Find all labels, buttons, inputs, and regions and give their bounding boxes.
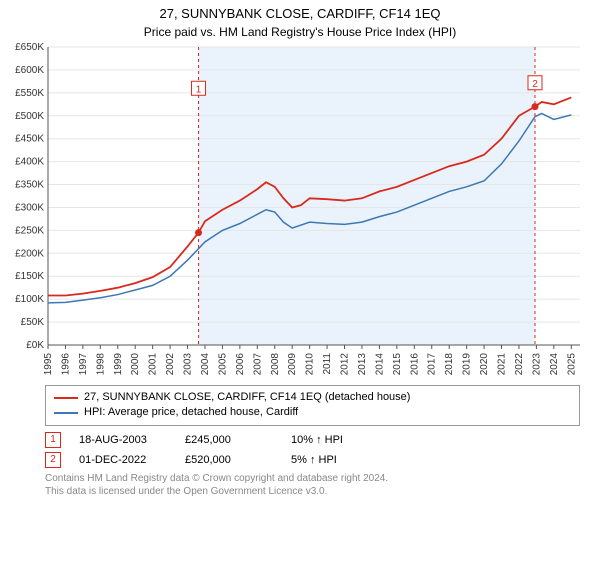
legend-label: 27, SUNNYBANK CLOSE, CARDIFF, CF14 1EQ (…: [84, 390, 410, 405]
svg-text:2002: 2002: [165, 352, 176, 375]
svg-text:2004: 2004: [200, 352, 211, 375]
svg-text:2009: 2009: [287, 352, 298, 375]
marker-delta: 5% ↑ HPI: [291, 454, 379, 466]
marker-badge: 1: [45, 432, 61, 448]
svg-text:2000: 2000: [130, 352, 141, 375]
marker-row: 2 01-DEC-2022 £520,000 5% ↑ HPI: [45, 452, 580, 468]
svg-text:2016: 2016: [409, 352, 420, 375]
svg-text:£500K: £500K: [15, 111, 44, 122]
svg-text:£350K: £350K: [15, 179, 44, 190]
legend-item: 27, SUNNYBANK CLOSE, CARDIFF, CF14 1EQ (…: [54, 390, 571, 405]
legend-swatch: [54, 412, 78, 414]
svg-text:2015: 2015: [392, 352, 403, 375]
legend-swatch: [54, 397, 78, 399]
svg-text:£400K: £400K: [15, 157, 44, 168]
svg-text:2: 2: [532, 79, 538, 90]
svg-text:2012: 2012: [340, 352, 351, 375]
svg-text:2006: 2006: [235, 352, 246, 375]
price-chart: £0K £50K £100K £150K £200K £250K £300K £350K £40…: [0, 39, 600, 379]
svg-text:2023: 2023: [531, 352, 542, 375]
svg-text:2020: 2020: [479, 352, 490, 375]
svg-text:2003: 2003: [183, 352, 194, 375]
svg-text:2005: 2005: [217, 352, 228, 375]
svg-text:2014: 2014: [374, 352, 385, 375]
svg-text:2017: 2017: [427, 352, 438, 375]
svg-text:2019: 2019: [462, 352, 473, 375]
page-title: 27, SUNNYBANK CLOSE, CARDIFF, CF14 1EQ: [0, 6, 600, 23]
svg-text:1: 1: [196, 84, 202, 95]
svg-text:2022: 2022: [514, 352, 525, 375]
svg-text:£300K: £300K: [15, 202, 44, 213]
marker-price: £520,000: [185, 454, 273, 466]
legend-label: HPI: Average price, detached house, Card…: [84, 405, 298, 420]
svg-text:£100K: £100K: [15, 294, 44, 305]
marker-date: 01-DEC-2022: [79, 454, 167, 466]
footer-line: This data is licensed under the Open Gov…: [45, 485, 580, 498]
marker-date: 18-AUG-2003: [79, 434, 167, 446]
svg-text:£650K: £650K: [15, 42, 44, 53]
svg-text:2001: 2001: [148, 352, 159, 375]
marker-table: 1 18-AUG-2003 £245,000 10% ↑ HPI 2 01-DE…: [45, 432, 580, 468]
svg-text:£600K: £600K: [15, 65, 44, 76]
svg-text:2025: 2025: [566, 352, 577, 375]
svg-text:2024: 2024: [549, 352, 560, 375]
svg-text:£550K: £550K: [15, 88, 44, 99]
svg-text:2021: 2021: [497, 352, 508, 375]
legend-item: HPI: Average price, detached house, Card…: [54, 405, 571, 420]
marker-badge: 2: [45, 452, 61, 468]
svg-text:2011: 2011: [322, 352, 333, 374]
svg-text:1996: 1996: [60, 352, 71, 375]
svg-text:2018: 2018: [444, 352, 455, 375]
svg-text:£0K: £0K: [26, 340, 44, 351]
svg-text:£150K: £150K: [15, 271, 44, 282]
svg-text:2010: 2010: [305, 352, 316, 375]
marker-price: £245,000: [185, 434, 273, 446]
footer-line: Contains HM Land Registry data © Crown c…: [45, 472, 580, 485]
svg-text:£450K: £450K: [15, 134, 44, 145]
svg-text:2013: 2013: [357, 352, 368, 375]
svg-text:1995: 1995: [43, 352, 54, 375]
marker-row: 1 18-AUG-2003 £245,000 10% ↑ HPI: [45, 432, 580, 448]
marker-delta: 10% ↑ HPI: [291, 434, 379, 446]
footer: Contains HM Land Registry data © Crown c…: [45, 472, 580, 498]
svg-text:1998: 1998: [95, 352, 106, 375]
svg-text:2008: 2008: [270, 352, 281, 375]
svg-text:£200K: £200K: [15, 248, 44, 259]
svg-text:1997: 1997: [78, 352, 89, 375]
legend: 27, SUNNYBANK CLOSE, CARDIFF, CF14 1EQ (…: [45, 385, 580, 426]
svg-text:£250K: £250K: [15, 225, 44, 236]
svg-text:£50K: £50K: [21, 317, 45, 328]
svg-text:2007: 2007: [252, 352, 263, 375]
page-subtitle: Price paid vs. HM Land Registry's House …: [0, 25, 600, 39]
svg-text:1999: 1999: [113, 352, 124, 375]
